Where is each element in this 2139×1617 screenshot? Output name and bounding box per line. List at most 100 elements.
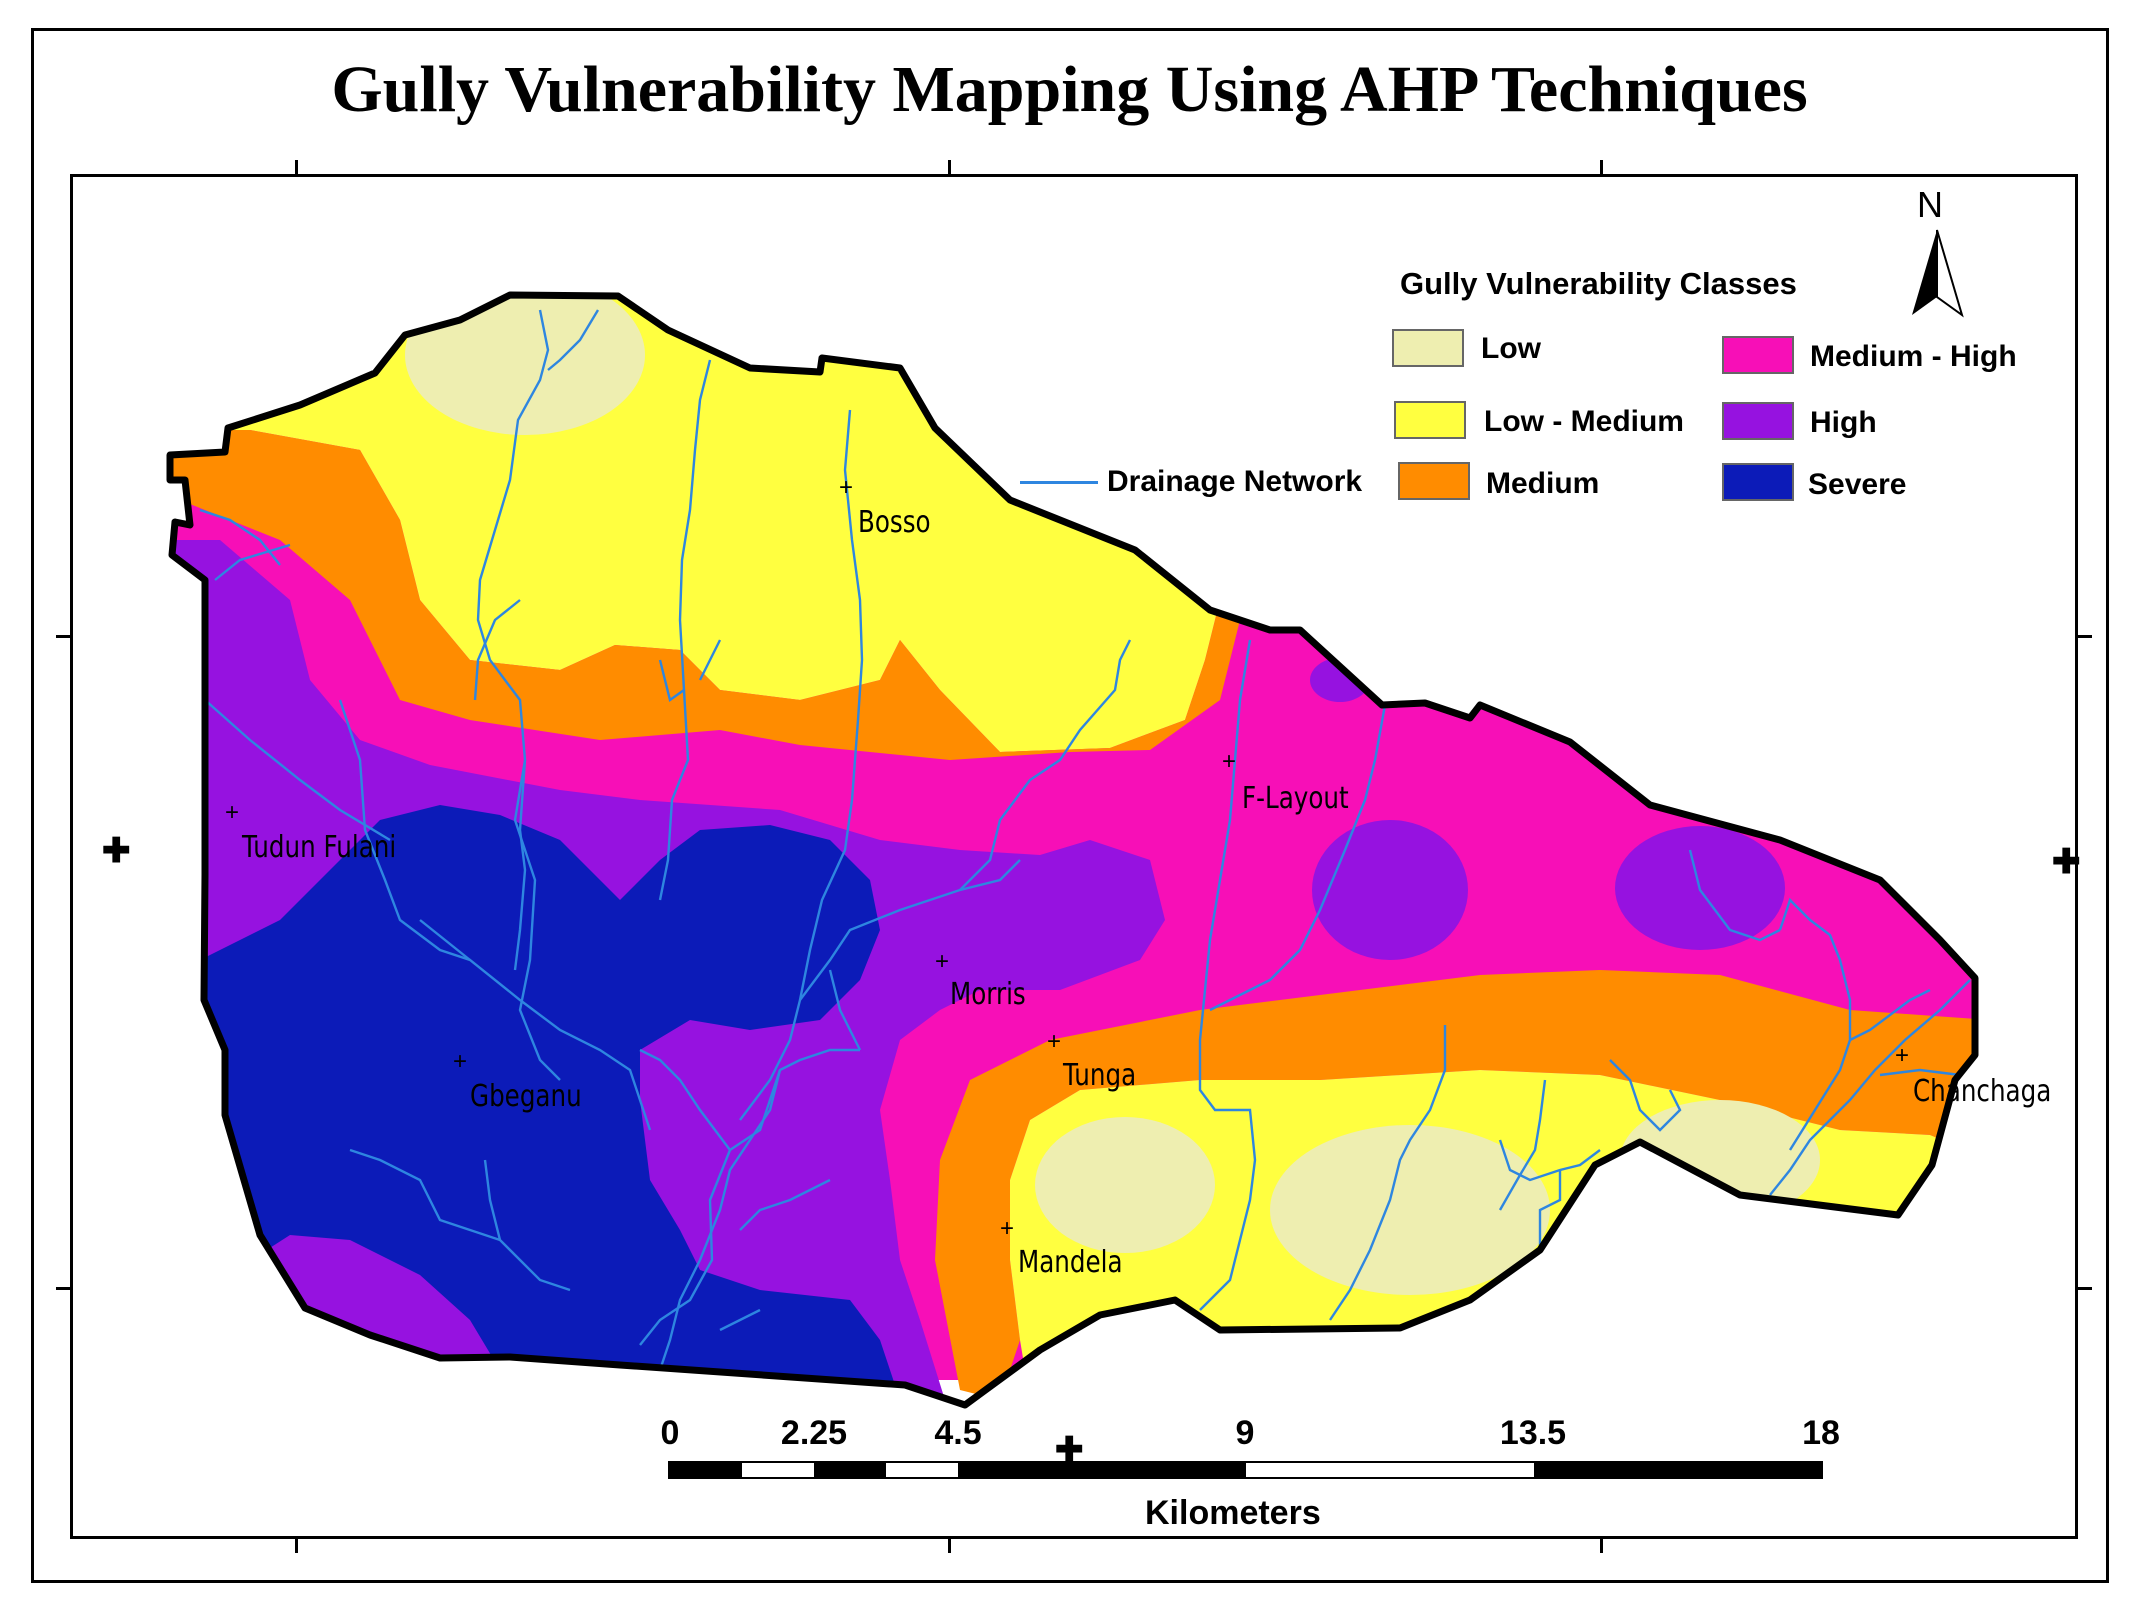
drainage-stream bbox=[1498, 1079, 1547, 1211]
drainage-stream bbox=[349, 1148, 501, 1242]
drainage-stream bbox=[1778, 897, 1852, 1151]
drainage-network bbox=[199, 309, 1971, 1371]
scale-units-label: Kilometers bbox=[1145, 1494, 1321, 1532]
frame-tick bbox=[295, 1539, 298, 1553]
frame-tick bbox=[948, 1539, 951, 1553]
drainage-stream bbox=[476, 309, 550, 971]
drainage-stream bbox=[719, 1308, 761, 1332]
outer-frame bbox=[31, 28, 2109, 1583]
drainage-stream bbox=[639, 1048, 731, 1151]
drainage-stream bbox=[483, 1159, 571, 1292]
town-label-tudun-fulani: Tudun Fulani bbox=[242, 830, 397, 865]
frame-tick bbox=[948, 160, 951, 174]
town-marker-icon: + bbox=[453, 1048, 468, 1075]
town-label-tunga: Tunga bbox=[1063, 1058, 1137, 1093]
town-label-morris: Morris bbox=[950, 977, 1026, 1012]
medium-zone bbox=[170, 430, 1240, 760]
graticule-cross-icon: ✚ bbox=[2052, 843, 2081, 881]
town-marker-icon: + bbox=[1222, 748, 1237, 775]
town-marker-icon: + bbox=[839, 474, 854, 501]
town-marker-icon: + bbox=[935, 948, 950, 975]
scale-bar-segment bbox=[814, 1463, 886, 1477]
drainage-stream bbox=[639, 1149, 732, 1346]
scale-bar bbox=[668, 1461, 1823, 1479]
north-arrow-label: N bbox=[1917, 184, 1943, 225]
drainage-stream bbox=[1879, 1068, 1961, 1077]
drainage-stream bbox=[798, 409, 864, 1001]
town-label-chanchaga: Chanchaga bbox=[1913, 1074, 2052, 1109]
frame-tick bbox=[1600, 1539, 1603, 1553]
legend-drainage-line bbox=[1020, 481, 1098, 484]
low-zone bbox=[1035, 1117, 1215, 1253]
legend-label-medium: Medium bbox=[1486, 467, 1600, 500]
map-title: Gully Vulnerability Mapping Using AHP Te… bbox=[331, 53, 1808, 126]
drainage-stream bbox=[1198, 639, 1257, 1311]
drainage-stream bbox=[739, 639, 1132, 1121]
legend-swatch-medium bbox=[1398, 462, 1470, 500]
drainage-stream bbox=[204, 699, 391, 842]
high-zone-blob bbox=[1312, 820, 1468, 960]
legend-title: Gully Vulnerability Classes bbox=[1400, 266, 1797, 301]
drainage-stream bbox=[1498, 1139, 1601, 1182]
frame-tick bbox=[2078, 1287, 2092, 1290]
scale-bar-segment bbox=[958, 1463, 1246, 1477]
legend-swatch-low bbox=[1392, 329, 1464, 367]
legend-label-low: Low bbox=[1481, 332, 1541, 365]
scale-label: 9 bbox=[1235, 1414, 1255, 1452]
drainage-stream bbox=[1849, 988, 1931, 1042]
frame-tick bbox=[56, 1287, 70, 1290]
town-label-mandela: Mandela bbox=[1018, 1245, 1123, 1280]
scale-label: 13.5 bbox=[1499, 1414, 1567, 1452]
drainage-stream bbox=[698, 1069, 782, 1261]
drainage-stream bbox=[828, 969, 862, 1051]
drainage-stream bbox=[214, 543, 291, 581]
legend-label-medium-high: Medium - High bbox=[1810, 340, 2017, 373]
drainage-stream bbox=[1769, 979, 1971, 1196]
drainage-stream bbox=[513, 759, 561, 1081]
town-label-gbeganu: Gbeganu bbox=[470, 1079, 582, 1114]
scale-label: 2.25 bbox=[780, 1414, 848, 1452]
drainage-stream bbox=[1538, 1170, 1562, 1250]
drainage-stream bbox=[419, 919, 471, 961]
town-marker-icon: + bbox=[1000, 1215, 1015, 1242]
drainage-stream bbox=[1609, 1059, 1682, 1132]
drainage-stream bbox=[658, 659, 685, 703]
scale-label: 4.5 bbox=[934, 1414, 982, 1452]
north-arrow-icon bbox=[1912, 229, 1964, 318]
town-label-bosso: Bosso bbox=[858, 505, 931, 540]
frame-tick bbox=[295, 160, 298, 174]
drainage-stream bbox=[473, 599, 521, 701]
town-marker-icon: + bbox=[225, 799, 240, 826]
drainage-stream bbox=[199, 508, 281, 566]
legend-drainage-label: Drainage Network bbox=[1107, 465, 1363, 498]
drainage-stream bbox=[658, 1259, 702, 1371]
town-marker-icon: + bbox=[1895, 1042, 1910, 1069]
map-frame bbox=[70, 174, 2078, 1539]
legend-label-high: High bbox=[1810, 406, 1877, 439]
severe-zone bbox=[200, 805, 900, 1400]
legend-swatch-high bbox=[1722, 402, 1794, 440]
legend-label-severe: Severe bbox=[1808, 468, 1907, 501]
low-zone bbox=[1270, 1125, 1550, 1295]
drainage-stream bbox=[658, 359, 712, 901]
town-marker-icon: + bbox=[1047, 1028, 1062, 1055]
town-label-f-layout: F-Layout bbox=[1242, 781, 1349, 816]
frame-tick bbox=[2078, 635, 2092, 638]
legend-swatch-severe bbox=[1722, 463, 1794, 501]
drainage-stream bbox=[698, 639, 722, 681]
drainage-stream bbox=[1688, 849, 1781, 942]
scale-bar-segment bbox=[1534, 1463, 1822, 1477]
scale-bar-segment bbox=[670, 1463, 742, 1477]
legend-label-low-medium: Low - Medium bbox=[1484, 405, 1684, 438]
drainage-stream bbox=[1209, 704, 1387, 1012]
frame-tick bbox=[1600, 160, 1603, 174]
legend-swatch-low-medium bbox=[1394, 401, 1466, 439]
drainage-stream bbox=[959, 859, 1021, 892]
medium-zone-south bbox=[935, 970, 1975, 1400]
drainage-stream bbox=[547, 309, 600, 371]
frame-tick bbox=[56, 635, 70, 638]
drainage-stream bbox=[1329, 1025, 1447, 1321]
legend-swatch-medium-high bbox=[1722, 336, 1794, 374]
